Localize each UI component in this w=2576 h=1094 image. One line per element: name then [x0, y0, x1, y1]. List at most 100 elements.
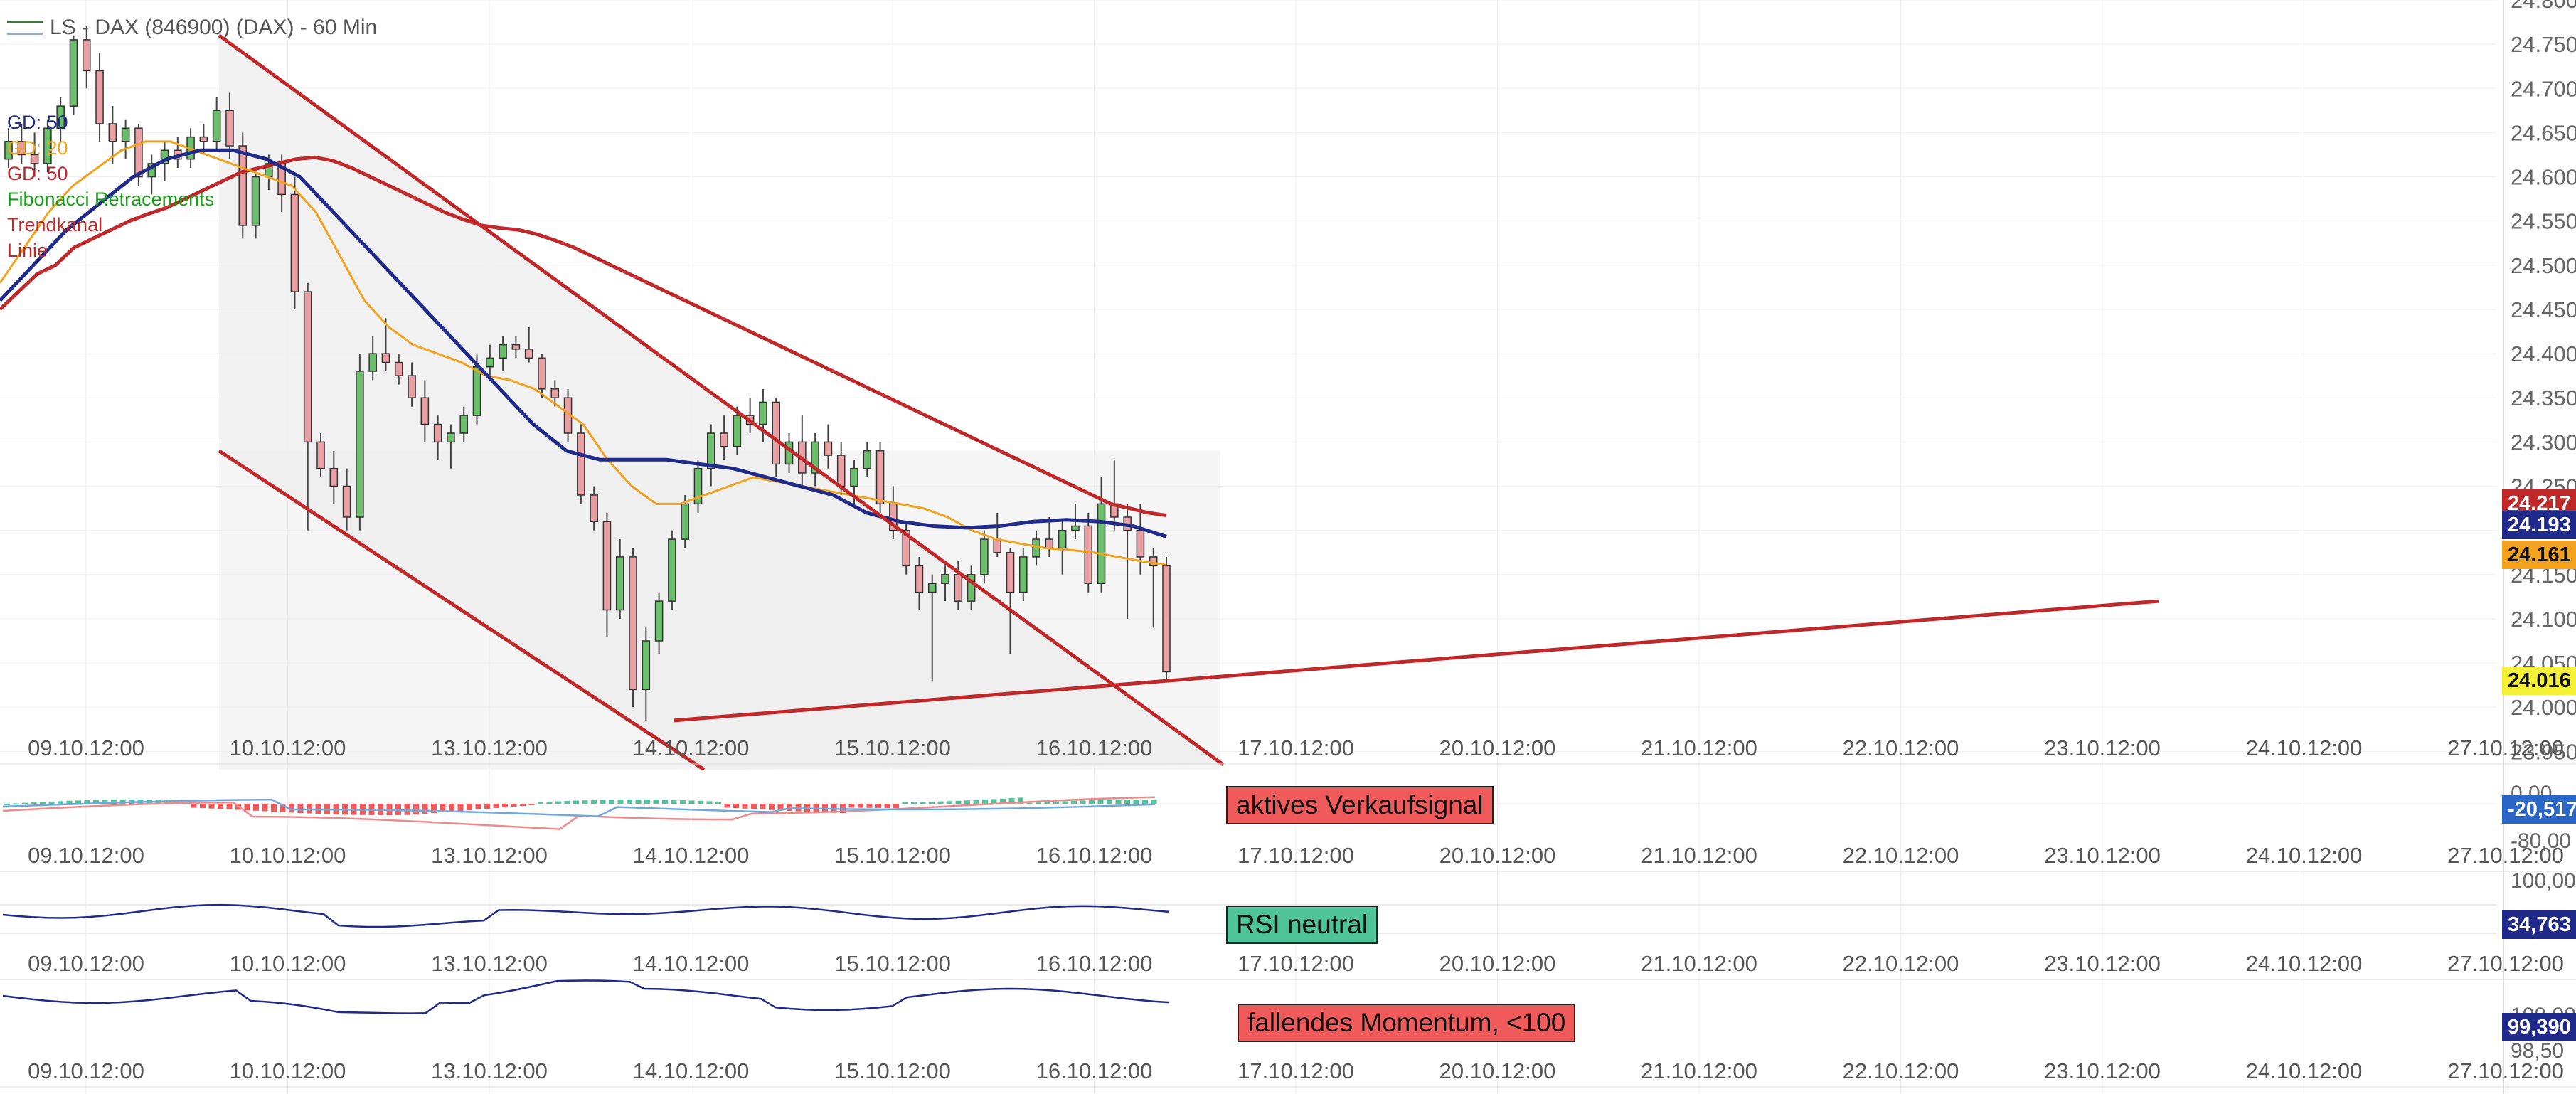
macd-histogram-bar [31, 802, 37, 804]
x-tick-label: 20.10.12:00 [1439, 1058, 1556, 1083]
x-tick-label: 13.10.12:00 [431, 843, 548, 868]
macd-tick-label: -80,00 [2511, 829, 2571, 853]
candle [499, 344, 507, 359]
candle [408, 375, 416, 398]
sma50-red-line [0, 155, 1167, 518]
x-tick-label: 10.10.12:00 [230, 843, 346, 868]
candle [524, 349, 533, 359]
candle [980, 538, 989, 575]
candle [368, 353, 377, 372]
candle [915, 565, 924, 593]
macd-histogram-bar [413, 804, 419, 814]
sma20-price-badge: 24.161 [2502, 541, 2576, 569]
y-tick-label: 24.800 [2511, 0, 2576, 13]
chart-title: LS - DAX (846900) (DAX) - 60 Min [50, 16, 378, 39]
candle [1006, 551, 1015, 593]
candle [1097, 503, 1106, 584]
chart-header: LS - DAX (846900) (DAX) - 60 Min [7, 16, 377, 40]
x-tick-label: 10.10.12:00 [230, 951, 346, 976]
x-tick-label: 27.10.12:00 [2447, 843, 2564, 868]
macd-histogram-bar [1107, 800, 1112, 804]
candle [1019, 556, 1028, 593]
last-price-badge: 24.016 [2502, 667, 2576, 695]
candle [1084, 525, 1093, 584]
momentum-tick-label: 98,50 [2511, 1039, 2564, 1063]
candle [1136, 529, 1145, 558]
y-tick-label: 24.750 [2511, 32, 2576, 57]
macd-histogram-bar [1053, 801, 1059, 804]
candle [290, 193, 299, 292]
legend-item: GD: 50 [7, 163, 68, 184]
macd-histogram-bar [1080, 800, 1086, 804]
chart-type-icon [7, 21, 43, 35]
candle [654, 600, 664, 642]
rsi-signal-badge: RSI neutral [1226, 906, 1378, 944]
macd-histogram-bar [929, 802, 935, 804]
macd-histogram-bar [218, 804, 223, 809]
candle [459, 415, 469, 434]
macd-histogram-bar [22, 802, 28, 804]
x-tick-label: 14.10.12:00 [633, 843, 750, 868]
candle [615, 556, 624, 611]
candle [836, 455, 846, 487]
y-tick-label: 24.100 [2511, 607, 2576, 632]
candle [577, 432, 585, 496]
x-tick-label: 15.10.12:00 [834, 843, 951, 868]
x-tick-label: 20.10.12:00 [1439, 735, 1556, 760]
x-tick-label: 17.10.12:00 [1238, 1058, 1354, 1083]
macd-histogram-bar [893, 804, 899, 808]
x-tick-label: 13.10.12:00 [431, 1058, 548, 1083]
macd-histogram-bar [502, 804, 508, 807]
macd-histogram-bar [1018, 797, 1023, 804]
x-tick-label: 21.10.12:00 [1641, 1058, 1757, 1083]
x-tick-label: 23.10.12:00 [2044, 1058, 2161, 1083]
x-tick-label: 27.10.12:00 [2447, 1058, 2564, 1083]
macd-histogram-bar [449, 804, 454, 812]
macd-histogram-bar [404, 804, 410, 815]
x-tick-label: 21.10.12:00 [1641, 843, 1757, 868]
macd-histogram-bar [733, 804, 739, 809]
candle [329, 467, 339, 487]
x-tick-label: 21.10.12:00 [1641, 951, 1757, 976]
macd-histogram-bar [422, 804, 428, 814]
candle [121, 127, 130, 142]
y-tick-label: 24.550 [2511, 209, 2576, 234]
macd-histogram-bar [493, 804, 499, 808]
x-tick-label: 10.10.12:00 [230, 735, 346, 760]
candle [56, 105, 65, 129]
candle [706, 432, 715, 469]
candle [356, 371, 364, 518]
macd-histogram-bar [200, 804, 206, 809]
y-tick-label: 24.000 [2511, 695, 2576, 720]
indicator-legend: GD: 50 GD: 20 GD: 50 Fibonacci Retracements… [7, 110, 214, 263]
y-tick-label: 24.650 [2511, 120, 2576, 145]
legend-item: Fibonacci Retracements [7, 188, 215, 210]
macd-histogram-bar [84, 800, 90, 804]
candle [238, 145, 248, 226]
x-tick-label: 14.10.12:00 [633, 951, 750, 976]
candle [681, 503, 689, 540]
candle [850, 467, 858, 487]
candle [43, 127, 52, 164]
macd-histogram-bar [582, 800, 588, 804]
x-tick-label: 17.10.12:00 [1238, 735, 1354, 760]
macd-histogram-bar [66, 800, 73, 804]
macd-histogram-bar [564, 801, 570, 804]
candle [225, 110, 234, 147]
macd-signal-badge: aktives Verkaufsignal [1226, 786, 1494, 824]
macd-histogram-bar [457, 804, 464, 811]
candle [95, 70, 104, 124]
rsi-line [2, 903, 1170, 928]
macd-histogram-bar [40, 802, 46, 804]
candle [902, 529, 910, 567]
macd-histogram-bar [635, 800, 642, 804]
candle [759, 401, 767, 425]
candle [538, 357, 546, 390]
macd-histogram-bar [920, 802, 926, 804]
rsi-tick-label: 100,00 [2511, 869, 2576, 893]
macd-histogram-bar [1036, 802, 1041, 804]
macd-histogram-bar [937, 801, 944, 804]
x-tick-label: 16.10.12:00 [1036, 843, 1153, 868]
candle [303, 291, 312, 443]
